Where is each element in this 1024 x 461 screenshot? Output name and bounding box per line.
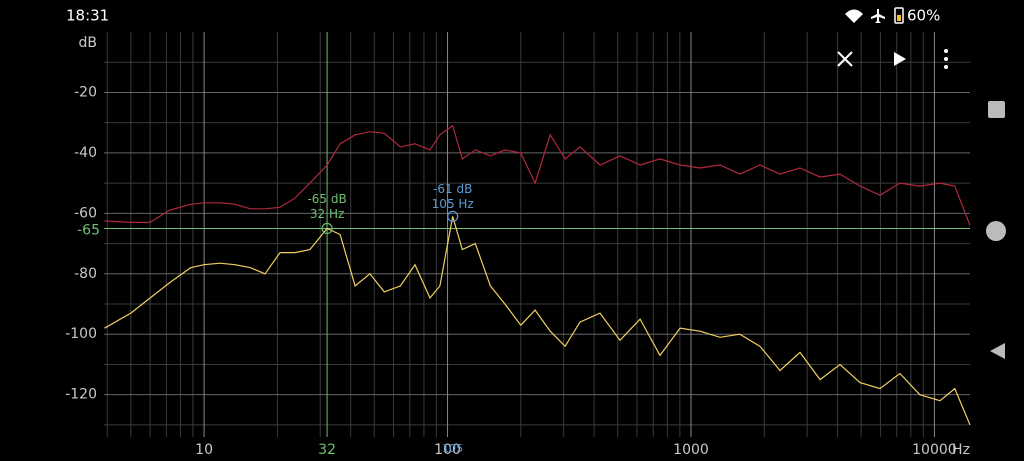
y-tick-label: -40 [74,145,97,161]
x-axis-label: Hz [952,442,970,458]
spectrum-line [104,124,971,226]
cursor-hz-label: 32 Hz [310,207,344,221]
y-axis-label: dB [79,35,98,51]
recents-button[interactable] [988,101,1005,118]
cursor-marker [321,222,333,235]
x-tick-label: 100 [434,442,461,458]
plot [104,32,971,437]
cursor-db-label: -65 dB [307,192,346,206]
airplane-icon [871,9,885,23]
wifi-icon [845,9,863,23]
peak-axis-label: 105 [442,442,463,455]
x-tick-label: 10000 [912,442,957,458]
peak-hz-label: 105 Hz [432,197,474,211]
back-button[interactable] [990,343,1005,359]
spectrum-line [104,216,971,426]
cursor-axis-x-label: 32 [318,442,336,458]
home-button[interactable] [986,221,1006,241]
peak-marker [447,210,459,222]
clock: 18:31 [66,7,109,25]
close-button[interactable] [837,51,853,67]
y-tick-label: -120 [65,387,97,403]
menu-button[interactable] [944,49,948,69]
battery-level: 60% [907,7,940,25]
y-tick-label: -100 [65,326,97,342]
battery-icon [894,7,904,24]
cursor-axis-y-label: -65 [77,222,100,238]
play-button[interactable] [894,52,906,66]
nav-bar [986,101,1006,359]
y-tick-label: -20 [74,84,97,100]
grid [104,32,970,437]
y-tick-label: -80 [74,266,97,282]
y-tick-label: -60 [74,205,97,221]
x-tick-label: 10 [195,442,213,458]
x-tick-label: 1000 [673,442,709,458]
peak-db-label: -61 dB [433,182,472,196]
